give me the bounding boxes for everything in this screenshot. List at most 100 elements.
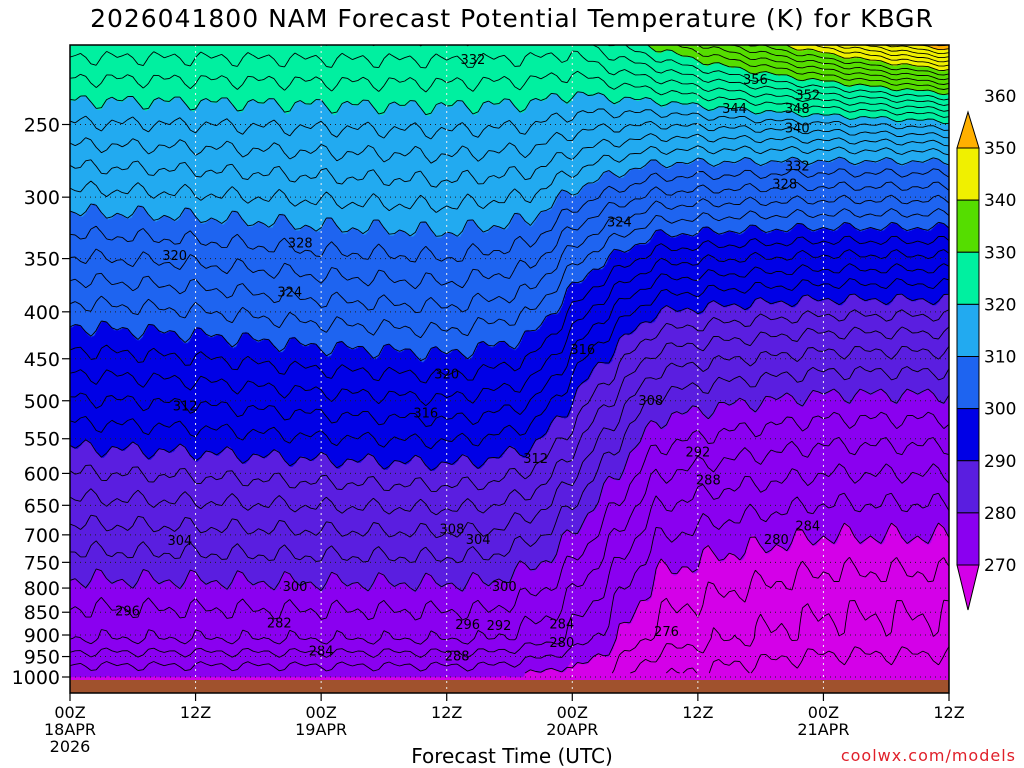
colorbar-swatch bbox=[956, 512, 980, 566]
y-tick-label: 800 bbox=[24, 578, 60, 600]
contour-label: 282 bbox=[267, 616, 292, 631]
chart-title: 2026041800 NAM Forecast Potential Temper… bbox=[90, 4, 934, 33]
y-tick-label: 1000 bbox=[12, 667, 60, 689]
y-tick-label: 850 bbox=[24, 602, 60, 624]
contour-label: 312 bbox=[173, 400, 198, 415]
x-tick-label: 21APR bbox=[797, 720, 849, 739]
contour-label: 280 bbox=[764, 533, 789, 548]
x-tick-label: 12Z bbox=[933, 703, 964, 722]
contour-label: 348 bbox=[785, 102, 810, 117]
contour-label: 324 bbox=[607, 216, 632, 231]
colorbar-label: 320 bbox=[984, 295, 1016, 315]
contour-label: 284 bbox=[309, 645, 334, 660]
contour-318 bbox=[70, 168, 949, 263]
colorbar-swatch bbox=[956, 408, 980, 462]
contour-282 bbox=[70, 492, 949, 672]
x-tick-label: 00Z bbox=[54, 703, 85, 722]
contour-310 bbox=[70, 221, 949, 362]
contour-label: 328 bbox=[772, 178, 797, 193]
y-tick-label: 650 bbox=[24, 495, 60, 517]
contour-286 bbox=[70, 436, 949, 645]
contour-label: 300 bbox=[283, 580, 308, 595]
credit-link[interactable]: coolwx.com/models bbox=[840, 746, 1016, 765]
colorbar-swatch bbox=[956, 356, 980, 410]
contour-label: 304 bbox=[167, 534, 192, 549]
contour-label: 288 bbox=[696, 473, 721, 488]
contour-label: 284 bbox=[549, 617, 574, 632]
colorbar-label: 360 bbox=[984, 87, 1016, 107]
contour-290 bbox=[70, 388, 949, 592]
x-tick-label: 00Z bbox=[305, 703, 336, 722]
x-tick-label: 12Z bbox=[431, 703, 462, 722]
contour-label: 288 bbox=[445, 650, 470, 665]
grid-lines bbox=[70, 45, 949, 693]
contour-label: 356 bbox=[743, 73, 768, 88]
contour-label: 316 bbox=[570, 343, 595, 358]
y-tick-label: 700 bbox=[24, 525, 60, 547]
contour-320 bbox=[70, 156, 949, 237]
contour-lines bbox=[70, 45, 949, 674]
x-tick-label: 12Z bbox=[682, 703, 713, 722]
contour-label: 280 bbox=[549, 636, 574, 651]
contour-312 bbox=[70, 208, 949, 339]
contour-label: 324 bbox=[277, 285, 302, 300]
y-tick-label: 300 bbox=[24, 187, 60, 209]
colorbar-label: 270 bbox=[984, 556, 1016, 576]
contour-302 bbox=[70, 277, 949, 450]
contour-356 bbox=[865, 45, 949, 59]
contour-316 bbox=[70, 181, 949, 290]
colorbar: 270 280 290 300 310 320 330 340 350 360 bbox=[956, 87, 1016, 611]
x-tick-label: 12Z bbox=[180, 703, 211, 722]
contour-298 bbox=[70, 309, 949, 493]
colorbar-swatch bbox=[956, 147, 980, 201]
contour-304 bbox=[70, 263, 949, 427]
y-tick-label: 600 bbox=[24, 463, 60, 485]
x-tick-label: 20APR bbox=[546, 720, 598, 739]
contour-296 bbox=[70, 326, 949, 516]
contour-label: 328 bbox=[288, 236, 313, 251]
contour-label: 320 bbox=[434, 368, 459, 383]
contour-label: 316 bbox=[413, 407, 438, 422]
contour-300 bbox=[70, 293, 949, 471]
contour-label: 332 bbox=[785, 159, 810, 174]
contour-340 bbox=[647, 45, 949, 96]
contour-label: 304 bbox=[466, 533, 491, 548]
contour-label: 344 bbox=[722, 102, 747, 117]
contour-label: 332 bbox=[460, 53, 485, 68]
contour-label: 312 bbox=[523, 452, 548, 467]
plot-frame bbox=[69, 44, 950, 694]
contour-label: 320 bbox=[162, 249, 187, 264]
contour-278 bbox=[611, 557, 949, 674]
contour-274 bbox=[665, 646, 949, 674]
colorbar-label: 290 bbox=[984, 452, 1016, 472]
contour-288 bbox=[70, 411, 949, 621]
x-tick-label: 19APR bbox=[295, 720, 347, 739]
field-raster bbox=[70, 45, 949, 693]
colorbar-label: 280 bbox=[984, 504, 1016, 524]
colorbar-arrow-bottom bbox=[956, 564, 980, 611]
contour-328 bbox=[70, 108, 949, 140]
contour-330 bbox=[70, 91, 949, 125]
x-tick-label: 18APR bbox=[44, 720, 96, 739]
colorbar-label: 340 bbox=[984, 191, 1016, 211]
ground-strip bbox=[70, 680, 949, 693]
contour-label: 308 bbox=[638, 394, 663, 409]
contour-label: 296 bbox=[455, 618, 480, 633]
contour-306 bbox=[70, 249, 949, 407]
y-tick-label: 750 bbox=[24, 552, 60, 574]
contour-label: 296 bbox=[115, 604, 140, 619]
contour-324 bbox=[70, 133, 949, 188]
y-tick-label: 550 bbox=[24, 429, 60, 451]
contour-314 bbox=[70, 194, 949, 314]
contour-label: 284 bbox=[795, 520, 820, 535]
y-axis: 2503003504004505005506006507007508008509… bbox=[12, 115, 70, 689]
contour-label: 308 bbox=[440, 523, 465, 538]
y-tick-label: 350 bbox=[24, 249, 60, 271]
contour-276 bbox=[630, 599, 949, 674]
contour-284 bbox=[70, 463, 949, 658]
colorbar-swatch bbox=[956, 303, 980, 357]
x-tick-label: 00Z bbox=[808, 703, 839, 722]
y-tick-label: 500 bbox=[24, 391, 60, 413]
